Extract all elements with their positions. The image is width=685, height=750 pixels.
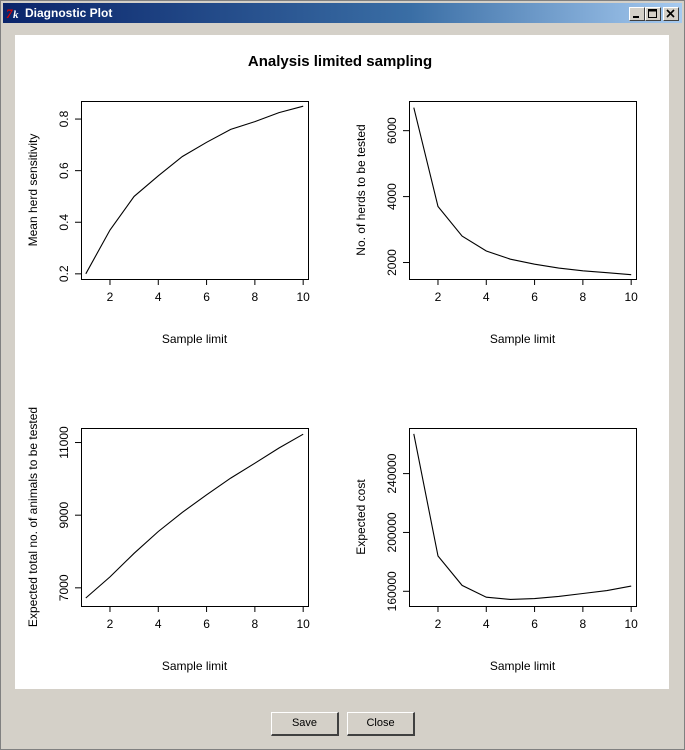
y-tick-label: 0.4 — [57, 214, 71, 231]
minimize-button[interactable] — [629, 7, 645, 21]
x-tick-label: 10 — [296, 617, 310, 631]
y-axis-label: No. of herds to be tested — [354, 124, 368, 255]
plot-frame-4 — [409, 428, 637, 607]
series-line-1 — [85, 105, 304, 275]
x-axis-label: Sample limit — [490, 332, 556, 346]
x-tick-label: 6 — [531, 290, 538, 304]
diagnostic-plots-svg: Analysis limited sampling 2 4 6 8 10 0.2 0.4 0.… — [26, 53, 638, 673]
maximize-button[interactable] — [645, 7, 661, 21]
chart-title: Analysis limited sampling — [248, 53, 432, 70]
y-tick-label: 9000 — [57, 502, 71, 529]
y-tick-label: 7000 — [57, 574, 71, 601]
y-tick-label: 6000 — [385, 117, 399, 144]
x-axis-label: Sample limit — [490, 659, 556, 673]
y-tick-label: 160000 — [385, 571, 399, 611]
x-tick-label: 4 — [155, 290, 162, 304]
tk-feather-icon: 7 k — [6, 6, 19, 21]
x-tick-label: 8 — [252, 290, 259, 304]
series-line-2 — [413, 107, 632, 276]
y-tick-label: 200000 — [385, 512, 399, 552]
save-button[interactable]: Save — [271, 712, 339, 736]
x-tick-label: 2 — [435, 617, 442, 631]
plot-canvas: Analysis limited sampling 2 4 6 8 10 0.2 0.4 0.… — [15, 35, 669, 689]
x-tick-label: 2 — [107, 617, 114, 631]
x-tick-label: 6 — [531, 617, 538, 631]
y-axis-label: Expected cost — [354, 479, 368, 555]
plot-frame-1 — [81, 101, 309, 280]
x-axis-label: Sample limit — [162, 659, 228, 673]
x-tick-label: 10 — [624, 290, 638, 304]
y-tick-label: 240000 — [385, 453, 399, 493]
y-tick-label: 0.6 — [57, 162, 71, 179]
x-tick-label: 2 — [435, 290, 442, 304]
x-tick-label: 4 — [155, 617, 162, 631]
y-tick-label: 0.8 — [57, 110, 71, 127]
x-tick-label: 6 — [203, 290, 210, 304]
close-icon — [666, 9, 675, 18]
x-tick-label: 2 — [107, 290, 114, 304]
y-tick-label: 2000 — [385, 249, 399, 276]
y-axis-label: Mean herd sensitivity — [26, 134, 40, 247]
plot-frame-2 — [409, 101, 637, 280]
series-line-3 — [85, 433, 304, 599]
y-axis-label: Expected total no. of animals to be test… — [26, 407, 40, 627]
y-tick-label: 0.2 — [57, 265, 71, 282]
svg-text:k: k — [13, 9, 19, 21]
x-tick-label: 8 — [580, 617, 587, 631]
maximize-icon — [648, 9, 657, 18]
title-bar[interactable]: 7 k Diagnostic Plot — [3, 3, 682, 23]
close-window-button[interactable] — [663, 7, 679, 21]
x-tick-label: 8 — [580, 290, 587, 304]
minimize-icon — [633, 16, 639, 18]
x-tick-label: 4 — [483, 617, 490, 631]
x-tick-label: 6 — [203, 617, 210, 631]
x-tick-label: 8 — [252, 617, 259, 631]
window-title: Diagnostic Plot — [25, 6, 113, 20]
y-tick-label: 11000 — [57, 426, 71, 459]
svg-text:7: 7 — [6, 6, 13, 21]
x-tick-label: 4 — [483, 290, 490, 304]
x-axis-label: Sample limit — [162, 332, 228, 346]
x-tick-label: 10 — [624, 617, 638, 631]
close-button[interactable]: Close — [347, 712, 415, 736]
plot-frame-3 — [81, 428, 309, 607]
y-tick-label: 4000 — [385, 183, 399, 210]
series-line-4 — [413, 433, 632, 600]
x-tick-label: 10 — [296, 290, 310, 304]
